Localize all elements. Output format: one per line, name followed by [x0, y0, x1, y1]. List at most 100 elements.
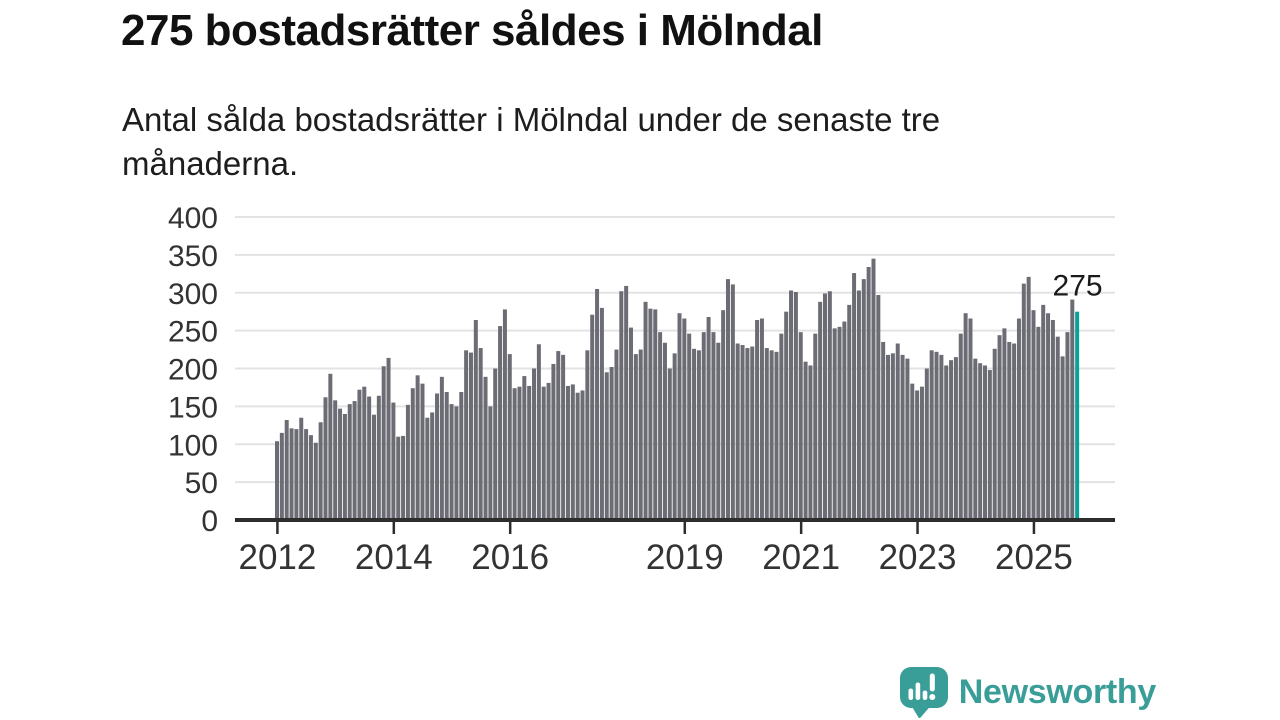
bar: [1065, 332, 1070, 520]
bar: [284, 420, 289, 520]
bar: [779, 333, 784, 520]
bar: [866, 266, 871, 520]
bar: [507, 354, 512, 520]
bar: [585, 350, 590, 520]
bar: [459, 391, 464, 520]
bar: [895, 343, 900, 520]
bar: [468, 352, 473, 520]
bar: [556, 351, 561, 520]
y-axis-label: 100: [168, 429, 218, 462]
bar: [357, 389, 362, 520]
bar: [1002, 328, 1007, 520]
bar: [953, 357, 958, 520]
bar: [871, 258, 876, 520]
bar: [464, 350, 469, 520]
bar: [347, 404, 352, 520]
bar: [1050, 320, 1055, 520]
bar: [396, 436, 401, 520]
bar: [1046, 313, 1051, 520]
bar: [730, 284, 735, 520]
bar: [667, 368, 672, 520]
bar: [498, 326, 503, 520]
bar: [696, 350, 701, 520]
y-axis-label: 350: [168, 240, 218, 273]
bar: [449, 404, 454, 520]
bar: [367, 396, 372, 520]
bar: [983, 365, 988, 520]
bar: [405, 404, 410, 520]
y-axis-label: 200: [168, 354, 218, 387]
bar: [619, 291, 624, 520]
bar: [532, 368, 537, 520]
bar: [599, 307, 604, 520]
bar: [517, 386, 522, 520]
bar: [614, 349, 619, 520]
x-axis-label: 2025: [995, 538, 1073, 577]
bar: [793, 291, 798, 520]
bar: [658, 332, 663, 520]
bar: [919, 386, 924, 520]
highlighted-bar: [1075, 311, 1080, 520]
bar: [968, 318, 973, 520]
bar: [308, 435, 313, 520]
bar: [425, 417, 430, 520]
bar: [333, 400, 338, 520]
bar: [944, 365, 949, 520]
bar: [629, 327, 634, 520]
bar: [386, 357, 391, 520]
bar: [701, 332, 706, 520]
bar: [328, 373, 333, 520]
y-axis-label: 300: [168, 278, 218, 311]
bar: [1070, 299, 1075, 520]
bar: [313, 442, 318, 520]
bar: [512, 388, 517, 520]
bar: [1031, 310, 1036, 520]
bar: [391, 402, 396, 520]
newsworthy-wordmark: Newsworthy: [958, 672, 1157, 711]
bar: [886, 354, 891, 520]
bar: [502, 309, 507, 520]
bar: [711, 332, 716, 520]
bar: [905, 358, 910, 520]
bar: [338, 408, 343, 520]
bar-chart-svg: 0 50 100 150 200 250 300 350 400 2012 2014 2016 2019…: [168, 202, 1115, 577]
bar: [978, 363, 983, 520]
bar: [527, 385, 532, 520]
bar: [662, 342, 667, 520]
bar: [755, 320, 760, 520]
bar: [716, 342, 721, 520]
bar: [813, 333, 818, 520]
bar: [973, 358, 978, 520]
newsworthy-logo: Newsworthy: [898, 666, 1156, 718]
bar: [1016, 318, 1021, 520]
chart-subtitle: Antal sålda bostadsrätter i Mölndal unde…: [122, 101, 941, 182]
y-axis-label: 50: [185, 467, 218, 500]
bar: [410, 388, 415, 520]
bar: [934, 351, 939, 520]
bar: [735, 343, 740, 520]
bar: [522, 376, 527, 520]
bar: [861, 279, 866, 520]
bar-value-annotation: 275: [1053, 270, 1103, 303]
bar: [546, 382, 551, 520]
bar: [570, 384, 575, 520]
bar: [430, 412, 435, 520]
bar: [493, 368, 498, 520]
bar: [590, 314, 595, 520]
bar: [692, 348, 697, 520]
bar: [352, 401, 357, 520]
bar: [890, 353, 895, 520]
bar: [847, 304, 852, 520]
bar: [852, 273, 857, 520]
x-axis-label: 2012: [238, 538, 316, 577]
bar: [633, 354, 638, 520]
y-axis-label: 150: [168, 391, 218, 424]
bar: [769, 350, 774, 520]
bar: [401, 435, 406, 520]
bar: [827, 291, 832, 520]
bar: [551, 363, 556, 520]
bar: [910, 383, 915, 520]
bar: [818, 301, 823, 520]
bar: [609, 366, 614, 520]
